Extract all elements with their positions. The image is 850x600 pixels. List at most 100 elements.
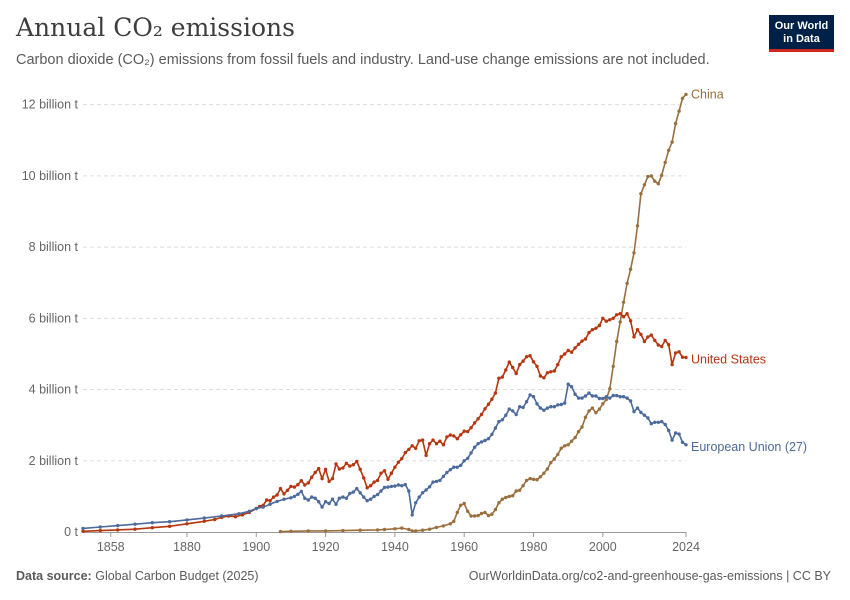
- data-point[interactable]: [310, 495, 314, 499]
- data-point[interactable]: [604, 397, 608, 402]
- data-point[interactable]: [358, 528, 362, 532]
- data-point[interactable]: [358, 467, 362, 471]
- data-point[interactable]: [580, 425, 584, 429]
- data-point[interactable]: [590, 406, 595, 410]
- data-point[interactable]: [615, 313, 619, 317]
- data-point[interactable]: [98, 528, 103, 533]
- data-point[interactable]: [618, 395, 622, 399]
- data-point[interactable]: [656, 343, 660, 347]
- data-point[interactable]: [649, 333, 653, 337]
- data-point[interactable]: [441, 524, 446, 528]
- data-point[interactable]: [573, 346, 577, 350]
- data-point[interactable]: [663, 422, 667, 427]
- data-point[interactable]: [375, 492, 380, 497]
- data-point[interactable]: [660, 173, 664, 177]
- data-point[interactable]: [646, 335, 650, 339]
- data-point[interactable]: [542, 408, 546, 412]
- data-point[interactable]: [649, 174, 653, 178]
- data-point[interactable]: [597, 323, 602, 328]
- data-point[interactable]: [615, 393, 619, 398]
- data-point[interactable]: [680, 96, 685, 101]
- data-point[interactable]: [355, 486, 359, 491]
- data-point[interactable]: [497, 501, 501, 505]
- data-point[interactable]: [400, 526, 404, 530]
- data-point[interactable]: [493, 507, 498, 512]
- data-point[interactable]: [462, 501, 466, 506]
- data-point[interactable]: [296, 492, 300, 496]
- data-point[interactable]: [632, 251, 636, 255]
- data-point[interactable]: [528, 393, 532, 397]
- data-point[interactable]: [500, 497, 504, 501]
- data-point[interactable]: [431, 480, 435, 484]
- data-point[interactable]: [576, 429, 581, 434]
- data-point[interactable]: [240, 513, 245, 517]
- data-point[interactable]: [469, 426, 473, 430]
- data-point[interactable]: [414, 529, 418, 533]
- data-point[interactable]: [389, 471, 394, 475]
- data-point[interactable]: [185, 522, 189, 526]
- data-point[interactable]: [424, 488, 428, 492]
- data-point[interactable]: [569, 350, 574, 354]
- data-point[interactable]: [628, 399, 633, 403]
- data-point[interactable]: [375, 528, 380, 532]
- data-point[interactable]: [472, 514, 477, 518]
- data-point[interactable]: [531, 477, 536, 481]
- data-point[interactable]: [552, 369, 556, 373]
- data-point[interactable]: [424, 453, 428, 458]
- data-point[interactable]: [604, 319, 608, 323]
- data-point[interactable]: [670, 438, 674, 442]
- data-point[interactable]: [303, 483, 307, 487]
- data-point[interactable]: [684, 443, 688, 447]
- data-point[interactable]: [639, 332, 643, 337]
- data-point[interactable]: [265, 498, 269, 502]
- data-point[interactable]: [268, 502, 272, 506]
- data-point[interactable]: [469, 451, 473, 455]
- data-point[interactable]: [524, 400, 529, 404]
- data-point[interactable]: [673, 431, 678, 435]
- data-point[interactable]: [538, 475, 543, 479]
- data-point[interactable]: [653, 179, 657, 183]
- data-point[interactable]: [576, 396, 581, 400]
- data-point[interactable]: [116, 528, 120, 532]
- data-point[interactable]: [420, 491, 425, 495]
- data-point[interactable]: [667, 428, 671, 433]
- data-point[interactable]: [545, 406, 550, 410]
- data-point[interactable]: [618, 320, 622, 324]
- series-line[interactable]: [82, 383, 687, 530]
- data-point[interactable]: [535, 478, 539, 482]
- data-point[interactable]: [618, 312, 622, 316]
- data-point[interactable]: [549, 460, 553, 465]
- data-point[interactable]: [670, 362, 674, 367]
- data-point[interactable]: [604, 395, 608, 399]
- data-point[interactable]: [611, 316, 615, 320]
- data-point[interactable]: [587, 409, 591, 413]
- data-point[interactable]: [608, 387, 612, 391]
- url-license[interactable]: OurWorldinData.org/co2-and-greenhouse-ga…: [468, 569, 831, 583]
- data-point[interactable]: [410, 529, 414, 533]
- data-point[interactable]: [507, 407, 511, 411]
- data-point[interactable]: [275, 499, 279, 504]
- data-point[interactable]: [583, 415, 588, 419]
- data-point[interactable]: [625, 396, 629, 400]
- data-point[interactable]: [337, 496, 342, 500]
- data-point[interactable]: [466, 509, 470, 513]
- data-point[interactable]: [445, 470, 449, 475]
- data-point[interactable]: [344, 461, 349, 465]
- data-point[interactable]: [667, 148, 671, 152]
- data-point[interactable]: [511, 365, 515, 370]
- data-point[interactable]: [407, 489, 411, 493]
- data-point[interactable]: [632, 409, 636, 414]
- data-point[interactable]: [185, 518, 189, 522]
- data-point[interactable]: [628, 319, 633, 323]
- data-point[interactable]: [559, 402, 563, 407]
- data-point[interactable]: [518, 405, 522, 409]
- data-point[interactable]: [313, 496, 317, 500]
- data-point[interactable]: [420, 528, 425, 532]
- data-point[interactable]: [438, 478, 442, 483]
- data-point[interactable]: [660, 419, 664, 424]
- data-point[interactable]: [462, 459, 466, 463]
- data-point[interactable]: [611, 364, 615, 369]
- data-point[interactable]: [116, 523, 120, 528]
- data-point[interactable]: [625, 312, 629, 316]
- data-point[interactable]: [621, 314, 626, 319]
